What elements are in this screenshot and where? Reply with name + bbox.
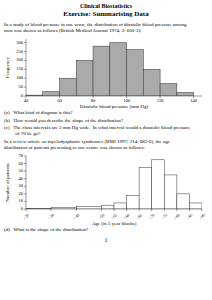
- y-tick-label: 150: [16, 66, 24, 71]
- x-tick-label: <30: [47, 212, 55, 220]
- page: Clinical BiostatisticsExercise: Summaris…: [0, 0, 212, 246]
- x-tick-label: 80: [91, 98, 96, 103]
- y-tick-label: 10: [19, 198, 24, 203]
- x-tick: [76, 209, 77, 211]
- x-axis-label: Age (in 5 year blocks): [92, 221, 137, 226]
- y-tick: [24, 185, 26, 186]
- y-axis-label: Frequency: [5, 56, 10, 78]
- x-tick: [189, 209, 190, 211]
- y-tick-label: 70: [19, 153, 24, 158]
- x-tick: [26, 209, 27, 211]
- x-tick-label: <60: [123, 212, 131, 220]
- y-tick-label: 200: [16, 57, 24, 62]
- x-tick: [114, 209, 115, 211]
- x-tick: [51, 209, 52, 211]
- y-tick: [24, 42, 26, 43]
- x-tick-label: 40: [24, 98, 29, 103]
- x-tick-label: 140: [190, 98, 198, 103]
- bar: [127, 49, 144, 95]
- x-tick-label: 100: [123, 98, 131, 103]
- histogram: 40 60 80 100 120 140 0 50 100 150 200 250 300 Diastol…: [4, 35, 208, 109]
- x-tick-label: <40: [72, 212, 80, 220]
- chart-intro: In a review article on myelodysplastic s…: [4, 139, 208, 151]
- y-axis: [26, 39, 27, 96]
- y-tick: [24, 86, 26, 87]
- bar: [43, 91, 60, 95]
- page-subtitle: Exercise: Summarising Data: [4, 10, 208, 18]
- bar: [76, 60, 93, 96]
- y-tick-label: 60: [19, 160, 24, 165]
- y-axis-label: Number of patients: [5, 163, 10, 202]
- x-tick: [139, 209, 140, 211]
- histogram: <20 <30 <40 <50 <55 <60 <65 <70 <75 <80 <85 <90 0 10 2…: [4, 152, 208, 226]
- page-title: Clinical Biostatistics: [4, 3, 208, 10]
- x-tick-label: <70: [148, 212, 156, 220]
- y-tick: [24, 95, 26, 96]
- x-tick-label: <90: [198, 212, 206, 220]
- y-tick: [24, 68, 26, 69]
- x-tick-label: 120: [157, 98, 165, 103]
- bar: [76, 206, 101, 208]
- y-axis: [26, 156, 27, 209]
- bar: [152, 159, 165, 208]
- y-tick-label: 0: [21, 206, 24, 211]
- y-tick-label: 50: [19, 84, 24, 89]
- x-tick: [101, 209, 102, 211]
- y-tick-label: 300: [16, 39, 24, 44]
- chart-intro: In a study of blood pressure in one town…: [4, 22, 208, 34]
- y-tick: [24, 178, 26, 179]
- x-tick-label: <85: [185, 212, 193, 220]
- x-tick-label: <55: [110, 212, 118, 220]
- question: (c) The class intervals are 5 mm Hg wide…: [4, 125, 208, 137]
- bars: [26, 159, 202, 208]
- bar: [139, 167, 152, 209]
- bar: [127, 195, 140, 209]
- x-tick: [202, 209, 203, 211]
- bar: [177, 92, 194, 96]
- bar: [164, 175, 177, 209]
- y-tick-label: 50: [19, 168, 24, 173]
- x-axis: [26, 95, 202, 96]
- y-tick: [24, 51, 26, 52]
- y-tick-label: 30: [19, 183, 24, 188]
- x-tick-label: <20: [22, 212, 30, 220]
- x-tick-label: <80: [173, 212, 181, 220]
- question: (d) What is the shape of the distributio…: [4, 227, 208, 233]
- bar: [93, 46, 110, 96]
- x-tick-label: <50: [97, 212, 105, 220]
- bar: [160, 83, 177, 95]
- x-tick-label: 60: [57, 98, 62, 103]
- x-tick-label: <75: [160, 212, 168, 220]
- bar: [101, 205, 114, 209]
- y-tick: [24, 170, 26, 171]
- y-tick: [24, 59, 26, 60]
- question: (a) What kind of diagram is this?: [4, 110, 208, 116]
- y-tick-label: 0: [21, 93, 24, 98]
- x-tick: [164, 209, 165, 211]
- bar: [110, 42, 127, 95]
- bar: [114, 203, 127, 209]
- bar: [143, 69, 160, 96]
- x-tick: [126, 209, 127, 211]
- y-tick: [24, 155, 26, 156]
- y-tick: [24, 193, 26, 194]
- x-axis-label: Diastolic blood pressure (mm Hg): [80, 104, 149, 109]
- question: (b) How would you describe the shape of …: [4, 118, 208, 124]
- y-tick: [24, 163, 26, 164]
- page-number: 1: [4, 237, 208, 243]
- y-tick-label: 100: [16, 75, 24, 80]
- bar: [189, 203, 202, 209]
- y-tick-label: 40: [19, 175, 24, 180]
- x-tick-label: <65: [135, 212, 143, 220]
- bar: [177, 193, 190, 208]
- y-tick-label: 20: [19, 190, 24, 195]
- bar: [60, 78, 77, 96]
- y-tick-label: 250: [16, 48, 24, 53]
- y-tick: [24, 77, 26, 78]
- bars: [26, 42, 194, 95]
- x-tick: [176, 209, 177, 211]
- x-tick: [151, 209, 152, 211]
- y-tick: [24, 201, 26, 202]
- y-tick: [24, 208, 26, 209]
